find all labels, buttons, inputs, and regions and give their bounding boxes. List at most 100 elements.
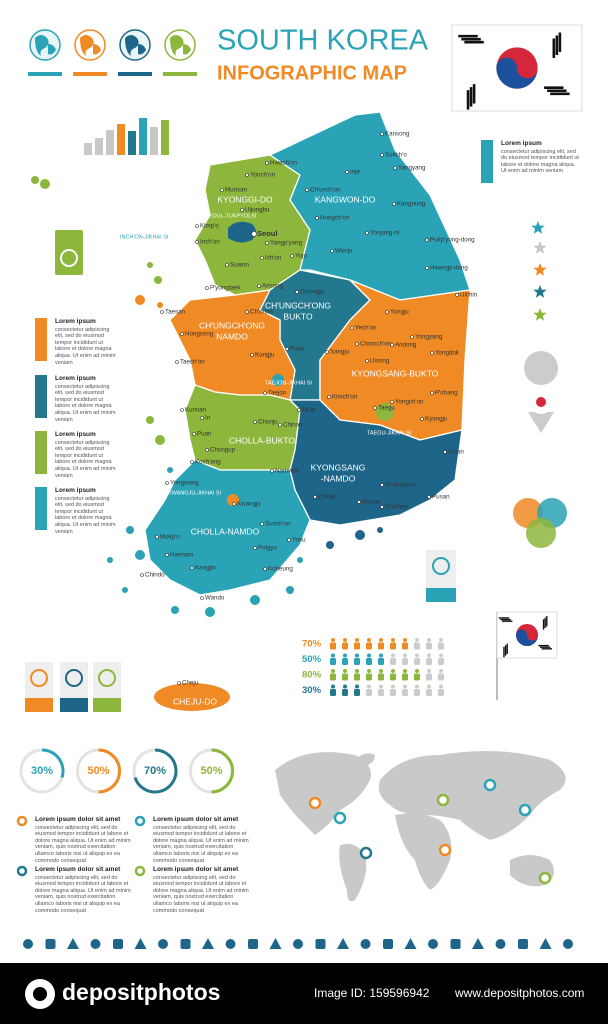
city-label: Hongch'on: [320, 215, 350, 222]
note-marker: [16, 815, 28, 827]
ui-icon: [539, 938, 552, 949]
special-city-label: SEOUL-TUKPYOLSI: [205, 213, 257, 219]
city-label: Wando: [205, 595, 225, 602]
flag-trigram: [504, 645, 507, 656]
person-head: [367, 638, 371, 642]
city-label: Taech'on: [180, 359, 205, 366]
person-head: [367, 684, 371, 689]
note-title: Lorem ipsum: [55, 318, 96, 325]
province-label: CHEJU-DO: [173, 696, 217, 706]
flag-trigram: [501, 620, 513, 622]
person-body: [378, 689, 384, 696]
island: [107, 557, 113, 563]
deco-bar: [117, 124, 125, 155]
text-note: Lorem ipsum dolor sit amet consectetur ad…: [153, 816, 253, 864]
city-dot: [327, 395, 331, 399]
widget-ring: [30, 669, 48, 687]
city-dot: [225, 263, 229, 267]
city-dot: [297, 408, 301, 412]
city-label: Hwach'on: [270, 160, 298, 167]
city-dot: [410, 335, 414, 339]
city-dot: [365, 359, 369, 363]
island: [205, 607, 215, 617]
text-note: Lorem ipsum consectetur adipiscing elit, …: [501, 140, 581, 175]
flag-trigram: [503, 646, 505, 658]
person-body: [438, 642, 444, 650]
deco-bar: [139, 118, 147, 155]
city-label: Yongju: [390, 309, 409, 316]
deco-bar: [128, 131, 136, 155]
person-body: [330, 689, 336, 696]
flag-trigram: [498, 617, 510, 619]
person-head: [403, 669, 407, 673]
note-marker: [134, 815, 146, 827]
city-label: Ich'on: [265, 255, 282, 262]
person-body: [414, 689, 420, 696]
city-label: Puan: [197, 431, 212, 438]
flag-trigram: [506, 643, 508, 655]
deco-bar: [106, 130, 114, 155]
city-dot: [177, 681, 181, 685]
widget-base: [60, 698, 88, 712]
ui-icon: [495, 939, 506, 949]
person-head: [415, 669, 419, 673]
ui-icon: [158, 939, 168, 949]
city-label: Polgyo: [258, 545, 277, 552]
ui-icon: [337, 938, 349, 949]
person-head: [415, 653, 419, 658]
city-dot: [330, 249, 334, 253]
city-label: Sangju: [330, 349, 350, 356]
city-dot: [365, 231, 369, 235]
special-city-label: INCH'ON-JIKHAI SI: [120, 234, 169, 240]
island: [355, 530, 365, 540]
city-label: Yangp'yong: [270, 240, 303, 247]
title: SOUTH KOREA: [217, 25, 429, 57]
footer-logo-inner: [33, 987, 47, 1001]
note-body: consectetur adipiscing elit, sed do eius…: [35, 824, 131, 864]
globe-base: [73, 72, 107, 76]
ui-icon: [428, 939, 438, 949]
gauge-label: 50%: [87, 765, 109, 777]
flag-trigram: [466, 90, 470, 110]
ui-icon: [202, 938, 214, 949]
city-label: Yongch'on: [395, 399, 424, 406]
person-body: [330, 642, 336, 650]
person-body: [426, 642, 432, 650]
world-marker: [438, 843, 452, 857]
city-dot: [290, 254, 294, 258]
province-label: KYONGSANG-BUKTO: [352, 368, 439, 378]
person-head: [403, 638, 407, 642]
city-dot: [190, 566, 194, 570]
flag-trigram: [558, 32, 562, 52]
city-dot: [313, 495, 317, 499]
ui-icon: [518, 939, 528, 949]
city-label: Kunsan: [185, 407, 207, 414]
world-land: [355, 753, 375, 767]
person-head: [439, 684, 443, 689]
pin-red: [536, 397, 546, 407]
city-dot: [380, 132, 384, 136]
flag-trigram: [538, 644, 549, 647]
flag-trigram: [464, 40, 484, 44]
flag-trigram: [461, 37, 481, 41]
city-label: Masan: [362, 499, 381, 506]
deco-bar: [150, 127, 158, 155]
widget-ring: [432, 557, 450, 575]
city-label: Muju: [302, 407, 316, 414]
city-dot: [430, 391, 434, 395]
text-note: Lorem ipsum dolor sit amet consectetur ad…: [153, 866, 253, 914]
flag-trigram: [542, 619, 545, 630]
person-body: [354, 673, 360, 681]
flag-trigram: [539, 646, 551, 648]
city-dot: [220, 188, 224, 192]
city-dot: [287, 538, 291, 542]
note-title: Lorem ipsum: [55, 487, 96, 494]
flag-trigram: [546, 615, 548, 627]
note-title: Lorem ipsum dolor sit amet: [153, 816, 239, 823]
note-marker: [16, 865, 28, 877]
ui-icon: [563, 939, 573, 949]
city-dot: [140, 573, 144, 577]
city-dot: [200, 596, 204, 600]
city-label: Namwon: [275, 468, 300, 475]
